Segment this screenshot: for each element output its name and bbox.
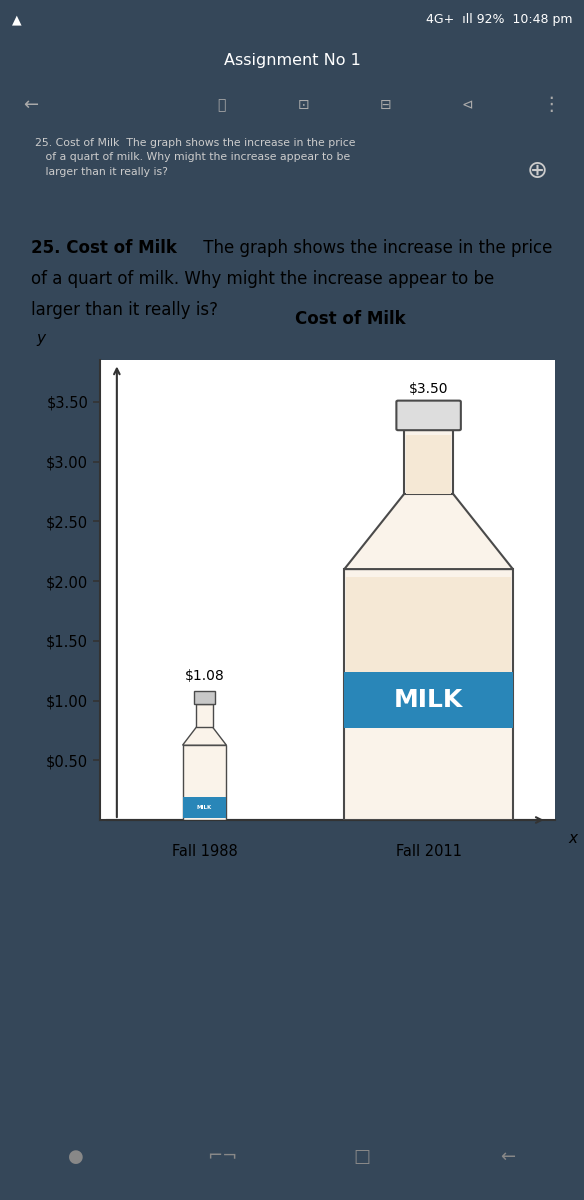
Text: y: y bbox=[36, 331, 46, 346]
Text: of a quart of milk. Why might the increase appear to be: of a quart of milk. Why might the increa… bbox=[31, 270, 494, 288]
Text: ⊟: ⊟ bbox=[380, 98, 391, 112]
Text: ←: ← bbox=[500, 1147, 516, 1165]
Text: Cost of Milk: Cost of Milk bbox=[295, 310, 405, 328]
Text: ⊡: ⊡ bbox=[298, 98, 310, 112]
Text: ⌐¬: ⌐¬ bbox=[207, 1147, 237, 1165]
Text: 🔍: 🔍 bbox=[218, 98, 226, 112]
Text: $1.08: $1.08 bbox=[185, 668, 224, 683]
Bar bbox=[404, 428, 453, 494]
Text: Fall 2011: Fall 2011 bbox=[395, 844, 461, 859]
Bar bbox=[196, 704, 213, 727]
FancyBboxPatch shape bbox=[397, 401, 461, 430]
Bar bbox=[345, 672, 513, 728]
Text: Fall 1988: Fall 1988 bbox=[172, 844, 237, 859]
Text: x: x bbox=[569, 830, 578, 846]
Text: ←: ← bbox=[23, 96, 39, 114]
Text: □: □ bbox=[353, 1147, 371, 1165]
Bar bbox=[183, 745, 227, 820]
Text: ⋮: ⋮ bbox=[541, 96, 561, 114]
Polygon shape bbox=[183, 727, 227, 745]
Text: MILK: MILK bbox=[394, 688, 463, 712]
Text: $3.50: $3.50 bbox=[409, 382, 449, 396]
Text: The graph shows the increase in the price: The graph shows the increase in the pric… bbox=[199, 239, 552, 257]
Bar bbox=[345, 569, 513, 820]
Text: MILK: MILK bbox=[197, 805, 212, 810]
Polygon shape bbox=[345, 494, 513, 569]
Bar bbox=[183, 797, 227, 817]
Text: ●: ● bbox=[68, 1147, 84, 1165]
Text: ▲: ▲ bbox=[12, 13, 21, 26]
Text: larger than it really is?: larger than it really is? bbox=[31, 301, 218, 319]
Bar bbox=[194, 691, 214, 704]
Bar bbox=[406, 434, 451, 494]
Text: 25. Cost of Milk  The graph shows the increase in the price
   of a quart of mil: 25. Cost of Milk The graph shows the inc… bbox=[35, 138, 356, 178]
Text: 4G+  ıll 92%  10:48 pm: 4G+ ıll 92% 10:48 pm bbox=[426, 13, 572, 26]
Text: ⊲: ⊲ bbox=[461, 98, 473, 112]
Text: 25. Cost of Milk: 25. Cost of Milk bbox=[31, 239, 176, 257]
Text: ⊕: ⊕ bbox=[527, 158, 548, 182]
Text: Assignment No 1: Assignment No 1 bbox=[224, 54, 360, 68]
Bar bbox=[346, 577, 511, 673]
